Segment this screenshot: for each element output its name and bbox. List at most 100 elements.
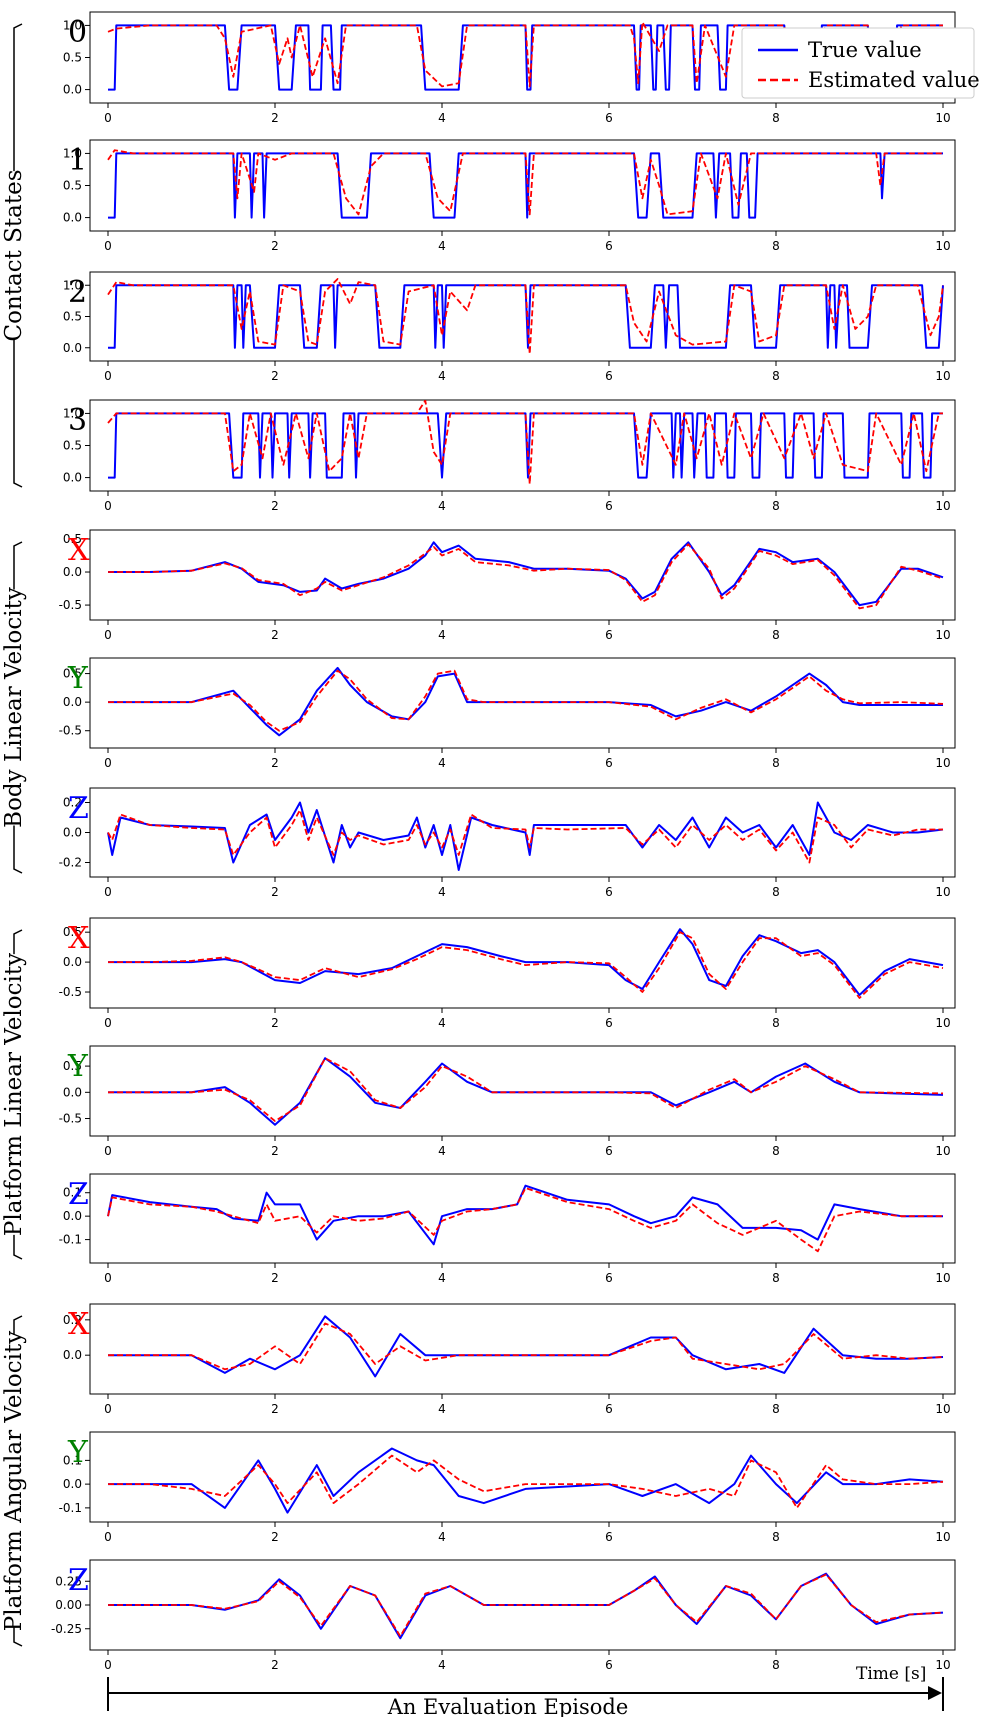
y-tick-label: 0.5 bbox=[63, 667, 82, 681]
x-tick-label: 4 bbox=[438, 369, 446, 383]
x-tick-label: 0 bbox=[104, 111, 112, 125]
x-tick-label: 4 bbox=[438, 111, 446, 125]
x-tick-label: 2 bbox=[271, 239, 279, 253]
axes-frame bbox=[89, 529, 956, 621]
x-tick-label: 4 bbox=[438, 239, 446, 253]
y-tick-label: 0.25 bbox=[55, 1574, 82, 1588]
estimated-value-line bbox=[107, 400, 943, 485]
y-tick-label: 0.00 bbox=[55, 1598, 82, 1612]
panel-label: Z bbox=[68, 1563, 89, 1598]
panel-label: Z bbox=[68, 791, 89, 826]
group-bracket-bottom bbox=[13, 339, 23, 488]
axes-frame bbox=[89, 1173, 956, 1264]
x-tick-label: 10 bbox=[935, 1144, 950, 1158]
series-lines bbox=[107, 149, 943, 219]
true-value-line bbox=[108, 928, 944, 996]
x-tick-label: 10 bbox=[935, 1271, 950, 1285]
true-value-line bbox=[108, 1572, 944, 1640]
panel-3: 0.0 0.5 1.0 0 2 4 6 8 10 3 bbox=[63, 399, 956, 513]
x-tick-label: 6 bbox=[605, 1144, 613, 1158]
estimated-value-line bbox=[108, 1322, 944, 1371]
x-tick-label: 2 bbox=[271, 369, 279, 383]
y-tick-label: 0.0 bbox=[63, 1348, 82, 1362]
x-tick-label: 6 bbox=[605, 1402, 613, 1416]
x-tick-label: 4 bbox=[438, 628, 446, 642]
estimated-value-line bbox=[108, 543, 944, 610]
x-tick-label: 10 bbox=[935, 111, 950, 125]
y-tick-label: 0.2 bbox=[63, 796, 82, 810]
group-bracket-bottom bbox=[13, 1234, 23, 1260]
x-tick-label: 10 bbox=[935, 239, 950, 253]
y-tick-label: 1.0 bbox=[63, 278, 82, 292]
panel-label: X bbox=[68, 533, 90, 568]
legend-estimated-label: Estimated value bbox=[808, 68, 980, 92]
x-tick-label: 2 bbox=[271, 756, 279, 770]
group-labels: Contact States Body Linear Velocity Platfo… bbox=[1, 23, 27, 1647]
x-tick-label: 6 bbox=[605, 111, 613, 125]
y-tick-label: 0.0 bbox=[63, 1209, 82, 1223]
x-tick-label: 2 bbox=[271, 1658, 279, 1672]
x-tick-label: 10 bbox=[935, 1530, 950, 1544]
x-tick-label: 4 bbox=[438, 1016, 446, 1030]
estimated-value-line bbox=[108, 669, 944, 732]
x-tick-label: 0 bbox=[104, 628, 112, 642]
x-tick-label: 8 bbox=[772, 239, 780, 253]
group-label-text: Platform Linear Velocity bbox=[1, 953, 27, 1236]
x-tick-label: 4 bbox=[438, 756, 446, 770]
x-tick-label: 2 bbox=[271, 111, 279, 125]
x-tick-label: 0 bbox=[104, 369, 112, 383]
panel-1: 0.0 0.5 1.0 0 2 4 6 8 10 1 bbox=[63, 139, 956, 253]
x-tick-label: 8 bbox=[772, 1658, 780, 1672]
time-axis-label: Time [s] bbox=[856, 1664, 926, 1684]
x-tick-label: 10 bbox=[935, 1658, 950, 1672]
series-lines bbox=[108, 541, 944, 610]
y-tick-label: 0.2 bbox=[63, 1313, 82, 1327]
y-tick-label: 0.5 bbox=[63, 532, 82, 546]
group-label-1: Body Linear Velocity bbox=[1, 541, 27, 874]
y-tick-label: -0.5 bbox=[59, 1112, 82, 1126]
panel-7: -0.5 0.0 0.5 0 2 4 6 8 10 X bbox=[59, 917, 956, 1030]
episode-annotation: Time [s] An Evaluation Episode bbox=[107, 1664, 944, 1717]
panel-label: 0 bbox=[68, 15, 87, 50]
x-tick-label: 6 bbox=[605, 499, 613, 513]
panel-5: -0.5 0.0 0.5 0 2 4 6 8 10 Y bbox=[59, 657, 956, 770]
y-tick-label: 0.0 bbox=[63, 826, 82, 840]
y-tick-label: 0.5 bbox=[63, 925, 82, 939]
estimated-value-line bbox=[108, 931, 944, 999]
panel-9: -0.1 0.0 0.1 0 2 4 6 8 10 Z bbox=[59, 1173, 956, 1285]
estimated-value-line bbox=[107, 1187, 943, 1253]
series-lines bbox=[108, 928, 944, 999]
x-tick-label: 0 bbox=[104, 1016, 112, 1030]
estimated-value-line bbox=[108, 1057, 944, 1122]
group-label-0: Contact States bbox=[1, 23, 27, 488]
y-tick-label: 0.0 bbox=[63, 211, 82, 225]
panel-label: X bbox=[68, 1307, 90, 1342]
series-lines bbox=[107, 400, 943, 485]
axes-frame bbox=[89, 917, 956, 1009]
y-tick-label: 0.5 bbox=[63, 439, 82, 453]
y-tick-label: 0.0 bbox=[63, 955, 82, 969]
x-tick-label: 4 bbox=[438, 1530, 446, 1544]
series-lines bbox=[107, 801, 944, 871]
x-tick-label: 2 bbox=[271, 1144, 279, 1158]
x-tick-label: 0 bbox=[104, 756, 112, 770]
x-tick-label: 4 bbox=[438, 1144, 446, 1158]
x-tick-label: 0 bbox=[104, 1271, 112, 1285]
panel-label: 1 bbox=[68, 143, 87, 178]
x-tick-label: 10 bbox=[935, 1016, 950, 1030]
panel-label: Y bbox=[67, 1435, 89, 1470]
x-tick-label: 8 bbox=[772, 1271, 780, 1285]
y-tick-label: 0.0 bbox=[63, 565, 82, 579]
y-tick-label: 0.0 bbox=[63, 695, 82, 709]
x-tick-label: 4 bbox=[438, 1402, 446, 1416]
panel-label: 2 bbox=[68, 275, 87, 310]
true-value-line bbox=[108, 666, 943, 737]
panel-4: -0.5 0.0 0.5 0 2 4 6 8 10 X bbox=[59, 529, 956, 642]
series-lines bbox=[108, 1447, 944, 1514]
y-tick-label: -0.25 bbox=[51, 1622, 82, 1636]
x-tick-label: 2 bbox=[271, 499, 279, 513]
panel-0: 0.00.51.00 2 4 6 8 100 bbox=[63, 11, 956, 125]
y-tick-label: 0.5 bbox=[63, 179, 82, 193]
series-lines bbox=[107, 1184, 943, 1253]
y-tick-label: 0.0 bbox=[63, 1477, 82, 1491]
